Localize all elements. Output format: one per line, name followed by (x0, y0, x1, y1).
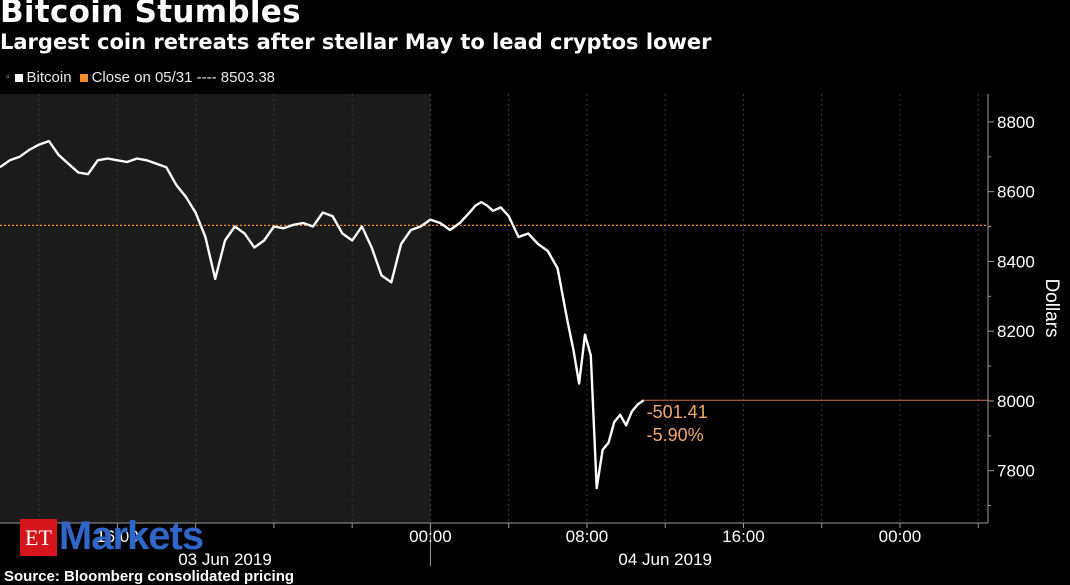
axis-labels: 7800 8000 8200 8400 8600 8800 16:00 00:00 08:00 1… (96, 113, 1035, 569)
logo-et: ET (20, 519, 57, 556)
y-tick-label: 8000 (997, 392, 1035, 411)
legend-swatch-close (79, 73, 88, 82)
y-axis-title: Dollars (1041, 278, 1062, 337)
y-tick-label: 7800 (997, 462, 1035, 481)
gridlines (38, 94, 979, 523)
y-tick-label: 8600 (997, 183, 1035, 202)
x-tick-label: 08:00 (566, 527, 609, 546)
legend-label-bitcoin: Bitcoin (26, 69, 72, 86)
y-tick-label: 8400 (997, 252, 1035, 271)
series-line-bitcoin (0, 139, 569, 321)
legend-item-bitcoin: ▫ Bitcoin (6, 69, 72, 86)
y-tick-label: 8800 (997, 113, 1035, 132)
logo-markets: Markets (58, 514, 204, 558)
date-label-jun4: 04 Jun 2019 (618, 550, 712, 569)
axis-ticks (38, 121, 994, 566)
x-tick-label: 16:00 (722, 527, 765, 546)
series-line-bitcoin-tail (566, 320, 645, 490)
x-tick-label: 16:00 (96, 527, 139, 546)
shaded-region (0, 94, 431, 523)
chart-title: Bitcoin Stumbles (0, 0, 301, 30)
annotation-percent: -5.90% (647, 425, 704, 445)
x-tick-label: 00:00 (879, 527, 922, 546)
annotation-change: -501.41 (647, 402, 708, 422)
legend-swatch-bitcoin (14, 73, 23, 82)
chart-subtitle: Largest coin retreats after stellar May … (0, 30, 712, 54)
source-note: Source: Bloomberg consolidated pricing (4, 568, 295, 585)
date-label-jun3: 03 Jun 2019 (178, 550, 272, 569)
pin-icon: ▫ (6, 72, 10, 83)
legend: ▫ Bitcoin Close on 05/31 ---- 8503.38 (6, 69, 275, 86)
legend-label-close: Close on 05/31 ---- 8503.38 (91, 69, 276, 86)
legend-item-close: Close on 05/31 ---- 8503.38 (79, 69, 276, 86)
x-tick-label: 00:00 (409, 527, 452, 546)
y-tick-label: 8200 (997, 322, 1035, 341)
et-markets-logo: ET Markets (20, 514, 204, 558)
